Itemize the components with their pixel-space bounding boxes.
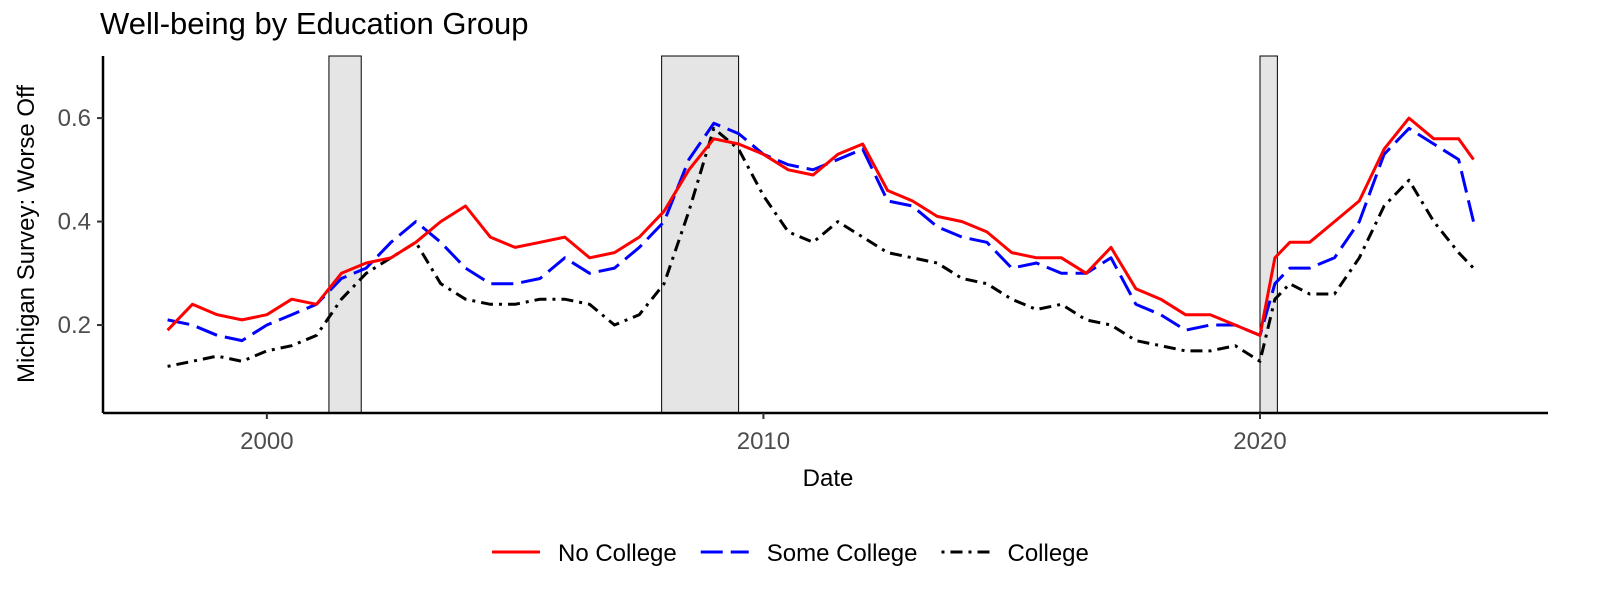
series-lines [166, 116, 1475, 368]
x-axis-ticks: 2000 2010 2020 [240, 413, 1287, 455]
y-tick-label: 0.2 [58, 312, 91, 339]
y-tick-label: 0.4 [58, 209, 91, 236]
x-tick-label: 2000 [240, 428, 293, 455]
recession-band-2 [661, 55, 740, 414]
recession-shading [328, 55, 1278, 414]
x-tick-label: 2010 [737, 428, 790, 455]
chart-title: Well-being by Education Group [100, 6, 529, 41]
legend: No College Some College College [492, 540, 1089, 567]
series-line-some-college [167, 121, 1475, 343]
series-line-no-college [166, 116, 1475, 337]
recession-band-1 [328, 55, 362, 414]
legend-label-some-college: Some College [767, 540, 918, 567]
y-tick-label: 0.6 [58, 105, 91, 132]
x-axis-label: Date [803, 465, 854, 492]
y-axis-ticks: 0.2 0.4 0.6 [58, 105, 103, 339]
series-line-college [167, 126, 1475, 368]
legend-label-college: College [1007, 540, 1088, 567]
legend-label-no-college: No College [558, 540, 677, 567]
x-tick-label: 2020 [1233, 428, 1286, 455]
y-axis-label: Michigan Survey: Worse Off [13, 85, 40, 383]
recession-band-3 [1259, 55, 1278, 414]
